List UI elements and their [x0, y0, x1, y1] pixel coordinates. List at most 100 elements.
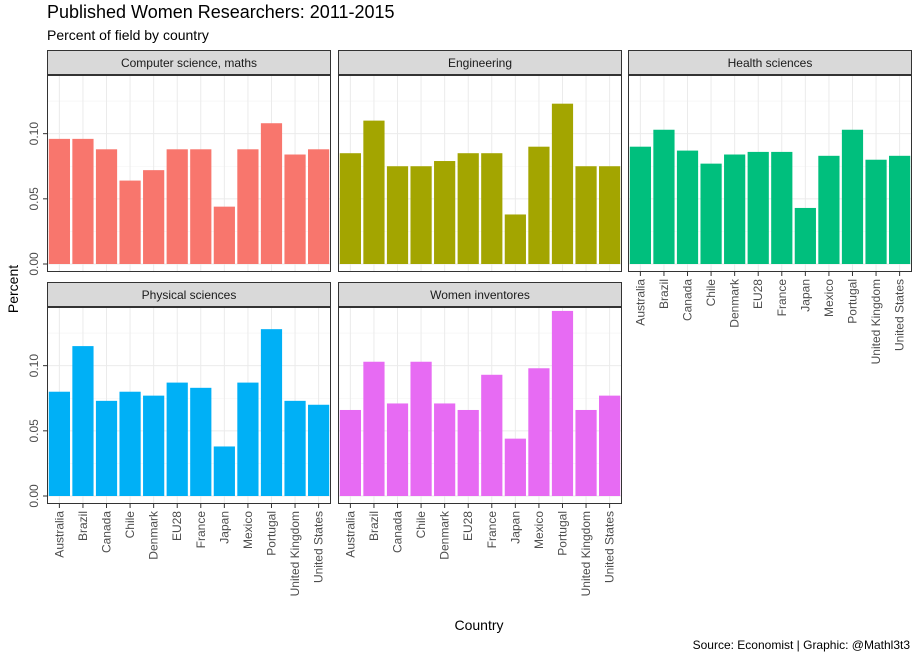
y-tick-label: 0.10: [27, 354, 41, 378]
bar-japan: [794, 207, 816, 264]
x-tick-label: Mexico: [822, 279, 836, 317]
y-tick-label: 0.05: [27, 187, 41, 211]
bar-japan: [504, 214, 526, 264]
x-tick-label: EU28: [461, 511, 475, 541]
bar-chile: [410, 166, 432, 264]
bar-canada: [386, 403, 409, 496]
x-tick-label: Australia: [343, 511, 357, 558]
bar-denmark: [724, 154, 746, 264]
bar-united-states: [889, 155, 911, 264]
bar-eu28: [747, 151, 769, 264]
bar-canada: [95, 149, 118, 264]
bar-eu28: [166, 382, 188, 496]
x-tick-label: Canada: [391, 511, 405, 553]
bar-mexico: [528, 368, 550, 496]
x-tick-label: France: [485, 511, 499, 549]
bar-chile: [410, 361, 432, 496]
facet-strip: [47, 282, 331, 307]
facet-strip: [628, 50, 912, 75]
x-tick-label: United States: [893, 279, 907, 351]
bar-chile: [700, 163, 722, 264]
bar-canada: [386, 166, 409, 264]
bar-france: [771, 151, 793, 264]
x-tick-label: Portugal: [845, 279, 859, 324]
bar-portugal: [841, 129, 864, 264]
panel-border: [47, 75, 331, 272]
facet-panel-0: Computer science, maths 0.00 0.05 0.10: [27, 50, 331, 276]
bar-mexico: [528, 146, 550, 264]
bar-portugal: [260, 123, 283, 264]
bar-mexico: [818, 155, 840, 264]
bar-eu28: [166, 149, 188, 264]
bar-united-kingdom: [284, 154, 306, 264]
x-tick-label: Australia: [52, 511, 66, 558]
x-tick-label: United Kingdom: [579, 511, 593, 596]
facet-strip: [338, 282, 622, 307]
chart-title: Published Women Researchers: 2011-2015: [47, 2, 395, 22]
bar-united-states: [599, 395, 621, 496]
bar-united-states: [308, 404, 330, 496]
x-tick-label: Chile: [123, 511, 137, 539]
x-tick-label: Portugal: [264, 511, 278, 556]
facet-strip-label: Women inventores: [430, 288, 530, 302]
bar-denmark: [143, 395, 165, 496]
x-tick-label: Chile: [704, 279, 718, 307]
panel-background: [338, 307, 622, 504]
bar-australia: [339, 409, 361, 496]
bar-chile: [119, 180, 141, 264]
bar-canada: [95, 400, 118, 496]
bar-australia: [339, 153, 361, 264]
bar-australia: [629, 146, 651, 264]
panel-background: [338, 75, 622, 272]
facet-panel-1: Engineering: [338, 50, 622, 272]
bar-denmark: [434, 403, 456, 496]
facet-panel-4: Women inventores Australia Brazil Canada Chi…: [338, 282, 622, 596]
x-tick-label: Japan: [217, 511, 231, 544]
x-tick-label: France: [194, 511, 208, 549]
x-axis-title: Country: [454, 617, 503, 633]
x-tick-label: France: [775, 279, 789, 317]
panel-border: [628, 75, 912, 272]
x-tick-label: United Kingdom: [869, 279, 883, 364]
y-tick-label: 0.05: [27, 419, 41, 443]
x-tick-label: EU28: [170, 511, 184, 541]
x-tick-label: Australia: [633, 279, 647, 326]
panel-background: [47, 75, 331, 272]
bar-canada: [676, 150, 699, 264]
bar-france: [481, 374, 503, 496]
facet-strip-label: Physical sciences: [142, 288, 237, 302]
bar-united-kingdom: [865, 159, 887, 264]
x-tick-label: Mexico: [532, 511, 546, 549]
bar-eu28: [457, 153, 479, 264]
x-tick-label: Japan: [798, 279, 812, 312]
x-tick-label: Denmark: [728, 278, 742, 328]
bar-denmark: [434, 161, 456, 264]
bar-united-kingdom: [575, 409, 597, 496]
panel-border: [338, 75, 622, 272]
x-tick-label: Denmark: [147, 510, 161, 560]
bar-brazil: [363, 120, 385, 264]
panel-background: [47, 307, 331, 504]
bar-united-kingdom: [284, 400, 306, 496]
facet-panel-2: Health sciences Australia Brazil Canada Chil…: [628, 50, 912, 364]
bar-portugal: [551, 310, 574, 496]
bar-mexico: [237, 149, 259, 264]
facet-strip: [47, 50, 331, 75]
x-tick-label: Chile: [414, 511, 428, 539]
x-tick-label: Brazil: [76, 511, 90, 541]
facet-strip: [338, 50, 622, 75]
x-tick-label: Denmark: [438, 510, 452, 560]
x-tick-label: Canada: [100, 511, 114, 553]
chart-subtitle: Percent of field by country: [47, 27, 209, 43]
bar-japan: [504, 438, 526, 496]
facet-panel-3: Physical sciences 0.00 0.05 0.10 Australia Br…: [27, 282, 331, 596]
y-axis-title: Percent: [5, 265, 21, 313]
y-tick-label: 0.00: [27, 484, 41, 508]
x-tick-label: Canada: [681, 279, 695, 321]
panel-background: [628, 75, 912, 272]
bar-portugal: [551, 103, 574, 264]
bar-japan: [213, 206, 235, 264]
x-tick-label: Japan: [508, 511, 522, 544]
chart-caption: Source: Economist | Graphic: @Mathl3t3: [692, 638, 910, 652]
